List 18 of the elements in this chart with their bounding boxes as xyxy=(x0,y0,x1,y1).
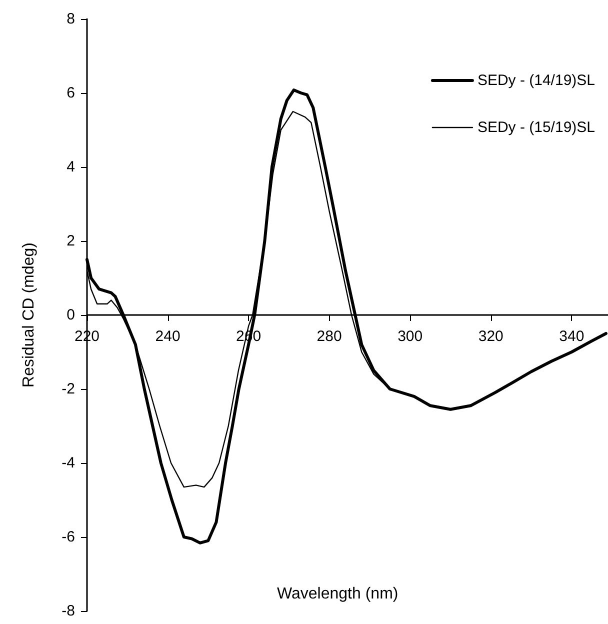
x-tick-label: 340 xyxy=(559,328,584,345)
y-tick-label: 2 xyxy=(66,232,75,250)
y-tick-label: 8 xyxy=(66,10,75,28)
x-tick-label: 320 xyxy=(478,328,504,345)
x-axis-title: Wavelength (nm) xyxy=(277,586,398,602)
legend-label: SEDy - (15/19)SL xyxy=(477,119,595,136)
y-tick-label: -2 xyxy=(62,380,75,398)
y-tick-label: -6 xyxy=(62,528,75,546)
x-tick-label: 280 xyxy=(316,328,342,345)
x-tick-label: 240 xyxy=(155,328,180,345)
y-tick-label: 0 xyxy=(66,306,75,324)
legend-label: SEDy - (14/19)SL xyxy=(477,72,595,89)
y-axis-title: Residual CD (mdeg) xyxy=(20,242,38,388)
x-tick-label: 300 xyxy=(398,328,423,345)
y-tick-label: -4 xyxy=(62,454,75,472)
y-tick-label: 4 xyxy=(66,158,75,176)
y-tick-label: -8 xyxy=(62,602,75,620)
y-tick-label: 6 xyxy=(66,84,75,102)
